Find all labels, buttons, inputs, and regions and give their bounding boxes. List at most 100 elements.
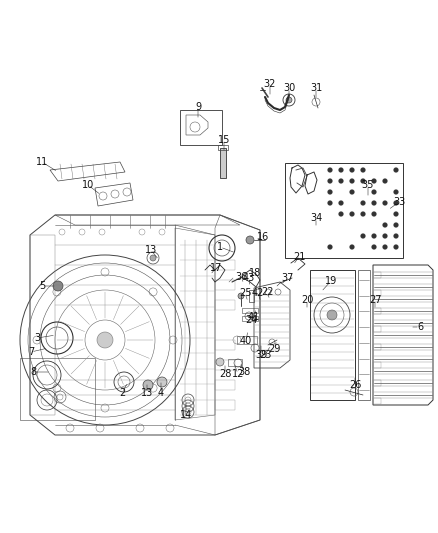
Text: 3: 3 xyxy=(34,333,40,343)
Circle shape xyxy=(371,233,377,238)
Bar xyxy=(242,316,258,321)
Text: 27: 27 xyxy=(369,295,381,305)
Bar xyxy=(220,148,226,178)
Bar xyxy=(218,145,228,150)
Circle shape xyxy=(382,233,388,238)
Circle shape xyxy=(246,236,254,244)
Text: 12: 12 xyxy=(232,369,244,379)
Text: 32: 32 xyxy=(264,79,276,89)
Text: 37: 37 xyxy=(281,273,293,283)
Circle shape xyxy=(339,167,343,173)
Circle shape xyxy=(371,179,377,183)
Circle shape xyxy=(339,179,343,183)
Bar xyxy=(373,362,381,368)
Bar xyxy=(228,359,242,366)
Circle shape xyxy=(238,293,244,299)
Text: 20: 20 xyxy=(301,295,313,305)
Text: 33: 33 xyxy=(393,197,405,207)
Bar xyxy=(373,326,381,332)
Text: 30: 30 xyxy=(283,83,295,93)
Text: 43: 43 xyxy=(243,273,255,283)
Text: 29: 29 xyxy=(268,344,280,354)
Circle shape xyxy=(339,200,343,206)
Circle shape xyxy=(327,310,337,320)
Text: 21: 21 xyxy=(293,252,305,262)
Text: 15: 15 xyxy=(218,135,230,145)
Circle shape xyxy=(393,200,399,206)
Text: 2: 2 xyxy=(119,388,125,398)
Text: 35: 35 xyxy=(362,180,374,190)
Circle shape xyxy=(360,167,365,173)
Circle shape xyxy=(328,179,332,183)
Circle shape xyxy=(143,380,153,390)
Text: 41: 41 xyxy=(248,312,260,322)
Text: 26: 26 xyxy=(349,380,361,390)
Circle shape xyxy=(360,233,365,238)
Bar xyxy=(215,280,235,290)
Circle shape xyxy=(53,281,63,291)
Circle shape xyxy=(350,212,354,216)
Text: 40: 40 xyxy=(240,336,252,346)
Bar xyxy=(310,270,355,400)
Circle shape xyxy=(393,233,399,238)
Bar xyxy=(373,380,381,386)
Bar xyxy=(180,110,222,145)
Circle shape xyxy=(328,190,332,195)
Circle shape xyxy=(393,222,399,228)
Bar xyxy=(373,272,381,278)
Circle shape xyxy=(382,179,388,183)
Text: 10: 10 xyxy=(82,180,94,190)
Circle shape xyxy=(339,212,343,216)
Text: 24: 24 xyxy=(245,315,257,325)
Circle shape xyxy=(286,97,292,103)
Circle shape xyxy=(360,179,365,183)
Bar xyxy=(20,358,95,420)
Bar xyxy=(215,360,235,370)
Text: 31: 31 xyxy=(310,83,322,93)
Bar xyxy=(373,290,381,296)
Circle shape xyxy=(382,200,388,206)
Bar xyxy=(373,398,381,404)
Text: 34: 34 xyxy=(310,213,322,223)
Bar xyxy=(215,260,235,270)
Text: 36: 36 xyxy=(235,272,247,282)
Bar xyxy=(215,400,235,410)
Text: 42: 42 xyxy=(252,288,264,298)
Bar xyxy=(373,308,381,314)
Bar xyxy=(285,163,403,258)
Text: 7: 7 xyxy=(28,347,34,357)
Circle shape xyxy=(371,212,377,216)
Text: 16: 16 xyxy=(257,232,269,242)
Bar xyxy=(30,235,55,415)
Circle shape xyxy=(328,200,332,206)
Bar xyxy=(249,290,254,302)
Bar xyxy=(215,300,235,310)
Circle shape xyxy=(393,245,399,249)
Circle shape xyxy=(157,377,167,387)
Text: 17: 17 xyxy=(210,263,222,273)
Circle shape xyxy=(150,255,156,261)
Text: 23: 23 xyxy=(259,350,271,360)
Circle shape xyxy=(382,222,388,228)
Bar xyxy=(373,344,381,350)
Text: 13: 13 xyxy=(145,245,157,255)
Text: 19: 19 xyxy=(325,276,337,286)
Circle shape xyxy=(350,245,354,249)
Text: 22: 22 xyxy=(261,287,273,297)
Text: 8: 8 xyxy=(30,367,36,377)
Text: 25: 25 xyxy=(239,288,251,298)
Text: 1: 1 xyxy=(217,242,223,252)
Circle shape xyxy=(328,167,332,173)
Text: 39: 39 xyxy=(255,350,267,360)
Circle shape xyxy=(216,358,224,366)
Circle shape xyxy=(371,245,377,249)
Bar xyxy=(242,308,258,313)
Text: 38: 38 xyxy=(238,367,250,377)
Circle shape xyxy=(360,200,365,206)
Bar xyxy=(237,336,257,344)
Text: 6: 6 xyxy=(417,322,423,332)
Circle shape xyxy=(371,190,377,195)
Bar xyxy=(215,340,235,350)
Circle shape xyxy=(350,179,354,183)
Circle shape xyxy=(328,245,332,249)
